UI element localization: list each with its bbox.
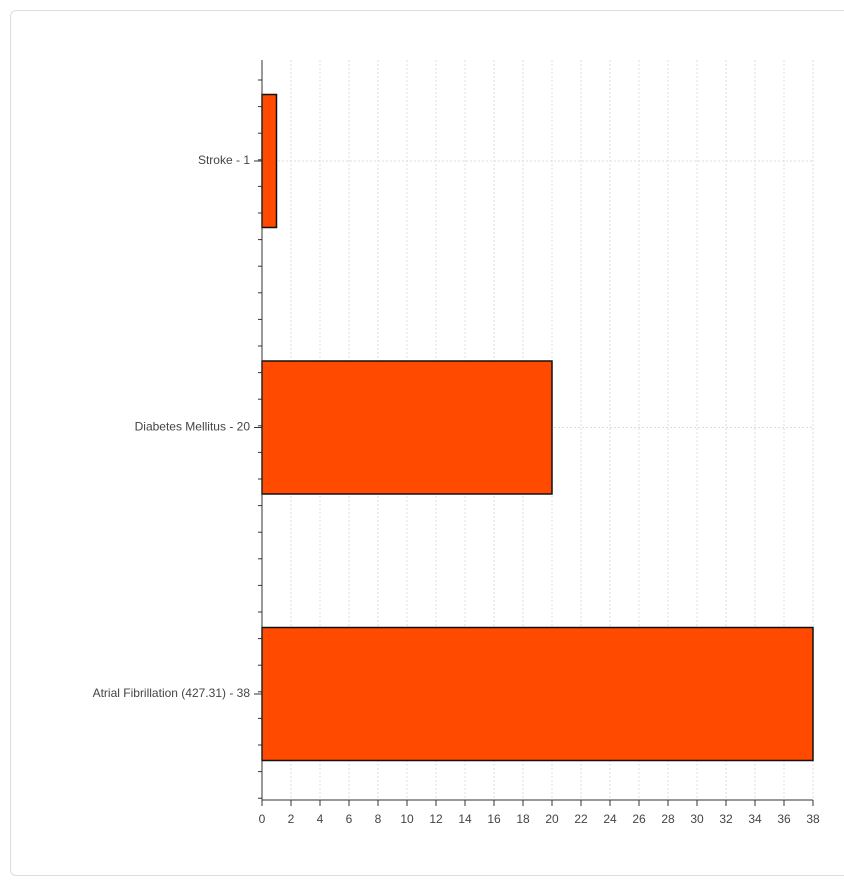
y-tick-label: Atrial Fibrillation (427.31) - 38 <box>93 686 251 700</box>
x-tick-label: 12 <box>429 812 443 826</box>
x-tick-label: 24 <box>603 812 617 826</box>
x-tick-label: 0 <box>259 812 266 826</box>
x-tick-label: 6 <box>346 812 353 826</box>
x-tick-label: 28 <box>661 812 675 826</box>
x-tick-label: 36 <box>777 812 791 826</box>
bar <box>261 626 814 762</box>
x-tick-label: 4 <box>317 812 324 826</box>
y-tick-label: Diabetes Mellitus - 20 <box>135 420 251 434</box>
x-tick-label: 22 <box>574 812 588 826</box>
x-tick-label: 14 <box>458 812 472 826</box>
x-tick-label: 18 <box>516 812 530 826</box>
x-tick-label: 30 <box>690 812 704 826</box>
x-tick-label: 20 <box>545 812 559 826</box>
x-tick-label: 16 <box>487 812 501 826</box>
x-tick-label: 38 <box>806 812 820 826</box>
x-tick-label: 32 <box>719 812 733 826</box>
x-tick-label: 10 <box>400 812 414 826</box>
bar <box>261 360 553 495</box>
x-tick-label: 26 <box>632 812 646 826</box>
y-tick-label: Stroke - 1 <box>198 153 250 167</box>
chart-card <box>10 10 844 876</box>
x-tick-label: 34 <box>748 812 762 826</box>
x-tick-label: 8 <box>375 812 382 826</box>
bar <box>261 93 278 229</box>
x-tick-label: 2 <box>288 812 295 826</box>
